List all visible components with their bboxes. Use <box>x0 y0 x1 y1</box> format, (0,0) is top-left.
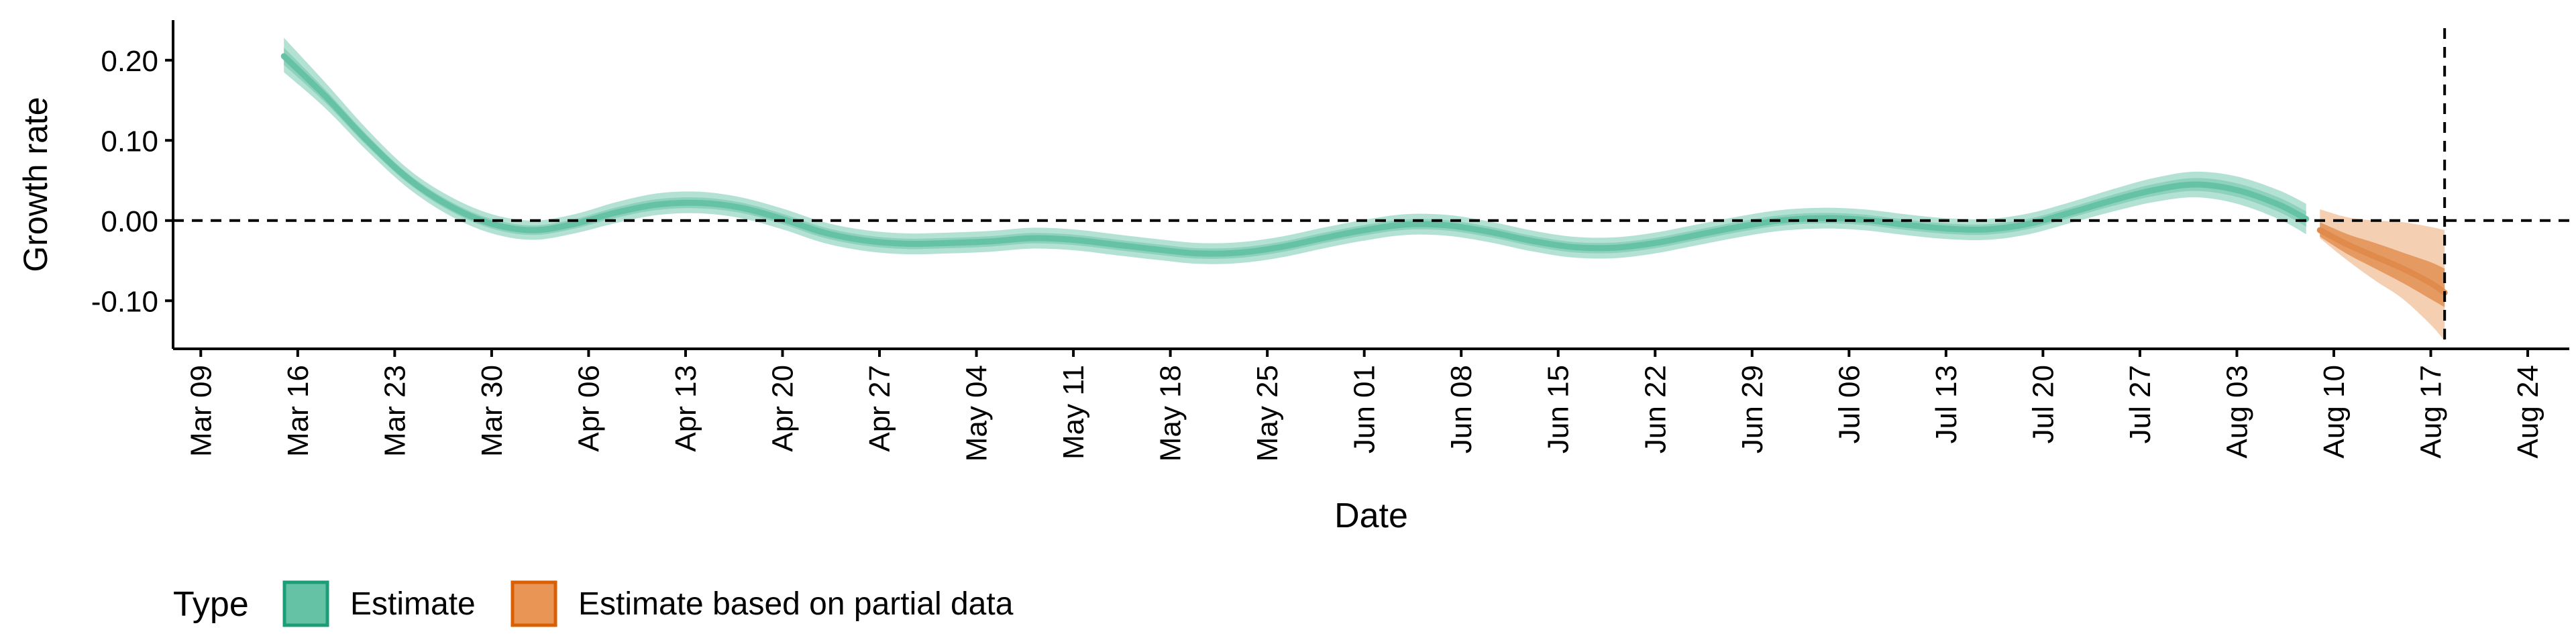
legend-key-estimate <box>282 580 329 627</box>
y-axis-title: Growth rate <box>17 97 54 272</box>
legend-title: Type <box>173 585 249 624</box>
legend-key-partial-data <box>511 580 557 627</box>
legend: Type Estimate Estimate based on partial … <box>173 580 1014 627</box>
uncertainty-bands <box>284 38 2445 341</box>
x-tick-label: Apr 20 <box>767 365 800 452</box>
x-tick-label: Jun 15 <box>1542 365 1575 453</box>
y-axis-ticks: 0.20 0.10 0.00 -0.10 <box>91 45 173 318</box>
x-tick-label: Jul 06 <box>1833 365 1866 443</box>
x-tick-label: May 25 <box>1251 365 1284 462</box>
y-tick-label: 0.20 <box>101 45 158 78</box>
y-tick-label: -0.10 <box>91 285 158 318</box>
x-tick-label: Apr 13 <box>669 365 702 452</box>
x-tick-label: May 18 <box>1155 365 1187 462</box>
x-tick-label: Jun 29 <box>1736 365 1769 453</box>
x-tick-label: Jun 22 <box>1639 365 1672 453</box>
x-tick-label: Apr 27 <box>863 365 896 452</box>
x-axis-title: Date <box>1334 496 1408 535</box>
y-tick-label: 0.10 <box>101 125 158 158</box>
x-tick-label: Jun 08 <box>1445 365 1478 453</box>
x-tick-label: May 11 <box>1057 365 1090 460</box>
x-tick-label: Aug 10 <box>2318 365 2351 458</box>
x-tick-label: May 04 <box>961 365 994 462</box>
x-tick-label: Mar 30 <box>476 365 508 457</box>
x-tick-label: Jun 01 <box>1348 365 1381 453</box>
x-tick-label: Aug 17 <box>2415 365 2448 458</box>
x-tick-label: Mar 09 <box>184 365 217 457</box>
x-tick-label: Mar 16 <box>282 365 315 457</box>
x-tick-label: Aug 03 <box>2221 365 2254 458</box>
legend-label-partial-data: Estimate based on partial data <box>578 586 1014 622</box>
x-tick-label: Mar 23 <box>378 365 411 457</box>
x-tick-label: Jul 27 <box>2124 365 2157 443</box>
y-tick-label: 0.00 <box>101 205 158 238</box>
x-tick-label: Aug 24 <box>2512 365 2544 458</box>
legend-label-estimate: Estimate <box>350 586 476 622</box>
x-axis-ticks: Mar 09 Mar 16 Mar 23 Mar 30 Apr 06 Apr 13 Apr … <box>184 349 2544 462</box>
x-tick-label: Apr 06 <box>572 365 605 452</box>
estimate-lines <box>280 53 2448 296</box>
series-line-partial-data <box>2316 227 2448 296</box>
x-tick-label: Jul 20 <box>2027 365 2059 443</box>
series-line-estimate <box>280 53 2310 257</box>
x-tick-label: Jul 13 <box>1930 365 1963 443</box>
